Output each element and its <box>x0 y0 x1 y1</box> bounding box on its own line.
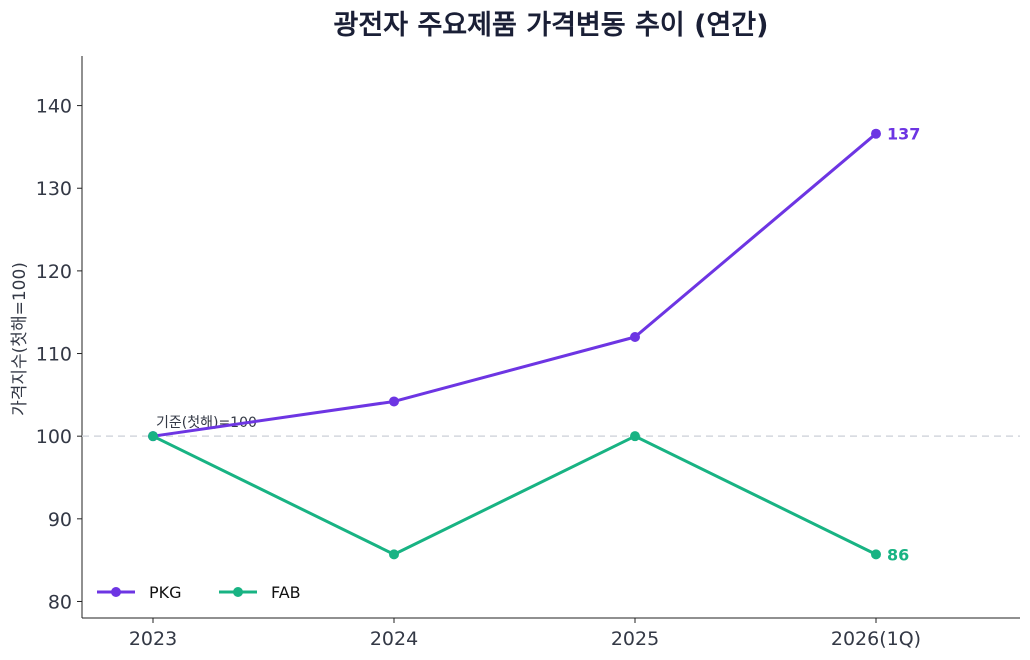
y-tick-label: 110 <box>36 344 72 366</box>
end-value-label: 137 <box>887 125 920 144</box>
y-tick-label: 140 <box>36 96 72 118</box>
series-line-fab <box>151 434 878 556</box>
y-tick-label: 130 <box>36 178 72 200</box>
data-point <box>389 396 399 407</box>
x-axis-ticks: 2023 2024 2025 2026(1Q) <box>129 618 921 650</box>
y-tick-label: 90 <box>48 509 72 531</box>
legend-label: FAB <box>271 583 301 602</box>
series-pkg: 137 <box>148 125 920 442</box>
y-axis-label: 가격지수(첫해=100) <box>10 262 30 416</box>
reference-label: 기준(첫해)=100 <box>156 415 257 431</box>
x-tick-label: 2025 <box>611 628 659 650</box>
y-tick-label: 100 <box>36 426 72 448</box>
series-line-pkg <box>151 132 878 438</box>
x-tick-label: 2023 <box>129 628 177 650</box>
data-point <box>630 431 640 442</box>
data-point <box>630 332 640 342</box>
legend: PKG FAB <box>97 583 301 602</box>
data-point <box>871 549 881 560</box>
reference-line-group: 기준(첫해)=100 <box>82 415 1020 437</box>
x-tick-label: 2026(1Q) <box>831 628 921 650</box>
y-tick-label: 120 <box>36 261 72 283</box>
y-tick-label: 80 <box>48 591 72 613</box>
chart-title: 광전자 주요제품 가격변동 추이 (연간) <box>334 10 769 41</box>
legend-item-pkg: PKG <box>97 583 182 602</box>
legend-swatch-marker <box>111 587 121 597</box>
x-tick-label: 2024 <box>370 628 418 650</box>
legend-label: PKG <box>149 583 182 602</box>
legend-item-fab: FAB <box>219 583 301 602</box>
series-layer: 137 86 <box>148 125 920 564</box>
series-fab: 86 <box>148 431 909 564</box>
end-value-label: 86 <box>887 545 909 564</box>
axes <box>81 56 1020 619</box>
legend-swatch-marker <box>233 587 243 597</box>
data-point <box>148 431 158 442</box>
data-point <box>871 128 881 139</box>
y-axis-ticks: 80 90 100 110 120 130 140 <box>36 96 82 613</box>
data-point <box>389 549 399 560</box>
